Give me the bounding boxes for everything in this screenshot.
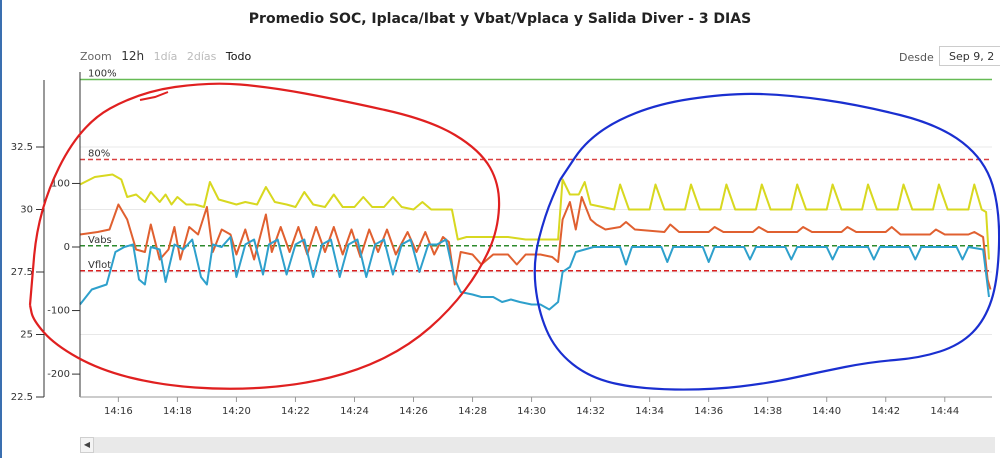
range-from-input[interactable]: Sep 9, 2 bbox=[939, 46, 1000, 66]
range-from-label: Desde bbox=[899, 51, 934, 64]
zoom-label: Zoom bbox=[80, 50, 112, 63]
x-tick-label: 14:28 bbox=[458, 406, 487, 417]
x-tick-label: 14:24 bbox=[340, 406, 369, 417]
voltage-tick-label: 27.5 bbox=[11, 267, 33, 278]
x-tick-label: 14:34 bbox=[635, 406, 664, 417]
annotation-layer bbox=[28, 82, 1000, 391]
x-tick-label: 14:22 bbox=[281, 406, 310, 417]
grid-layer bbox=[80, 146, 992, 398]
x-tick-label: 14:16 bbox=[104, 406, 133, 417]
voltage-tick-label: 22.5 bbox=[11, 392, 33, 403]
current-tick-label: 0 bbox=[64, 242, 70, 253]
red-highlight-circle bbox=[28, 82, 501, 390]
voltage-tick-label: 32.5 bbox=[11, 142, 33, 153]
current-tick-label: 100 bbox=[51, 178, 70, 189]
series-line bbox=[79, 236, 990, 311]
current-tick-label: -200 bbox=[47, 369, 70, 380]
red-highlight-hook bbox=[139, 91, 169, 101]
reference-line-label: 100% bbox=[88, 69, 117, 80]
series-layer bbox=[79, 173, 992, 311]
scroll-left-button[interactable]: ◀ bbox=[80, 437, 94, 453]
reference-line-label: 80% bbox=[88, 149, 110, 160]
blue-highlight-circle bbox=[533, 92, 1000, 391]
range-navigator[interactable]: ◀ bbox=[80, 437, 995, 453]
x-tick-label: 14:38 bbox=[753, 406, 782, 417]
zoom-12h-button[interactable]: 12h bbox=[121, 49, 145, 63]
series-line bbox=[79, 173, 990, 260]
x-tick-label: 14:36 bbox=[694, 406, 723, 417]
x-tick-label: 14:32 bbox=[576, 406, 605, 417]
voltage-tick-label: 30 bbox=[20, 205, 33, 216]
axes-layer: 22.5 25 27.5 30 32.5 -200 -100 0 100 14:16 14:18 14… bbox=[11, 72, 992, 417]
reference-line-label: Vabs bbox=[88, 235, 112, 246]
current-tick-label: -100 bbox=[47, 306, 70, 317]
x-tick-label: 14:40 bbox=[812, 406, 841, 417]
x-tick-label: 14:20 bbox=[222, 406, 251, 417]
zoom-2dias-button[interactable]: 2días bbox=[186, 50, 217, 63]
x-tick-label: 14:18 bbox=[163, 406, 192, 417]
reference-line-label: Vflot bbox=[88, 260, 111, 271]
x-tick-label: 14:44 bbox=[930, 406, 959, 417]
x-tick-label: 14:42 bbox=[871, 406, 900, 417]
voltage-tick-label: 25 bbox=[20, 330, 33, 341]
zoom-todo-button[interactable]: Todo bbox=[225, 50, 252, 63]
zoom-1dia-button[interactable]: 1día bbox=[153, 50, 178, 63]
x-tick-label: 14:26 bbox=[399, 406, 428, 417]
chart-title: Promedio SOC, Iplaca/Ibat y Vbat/Vplaca … bbox=[248, 11, 752, 27]
zoom-selector: Zoom 12h 1día 2días Todo bbox=[80, 49, 257, 63]
x-tick-label: 14:30 bbox=[517, 406, 546, 417]
